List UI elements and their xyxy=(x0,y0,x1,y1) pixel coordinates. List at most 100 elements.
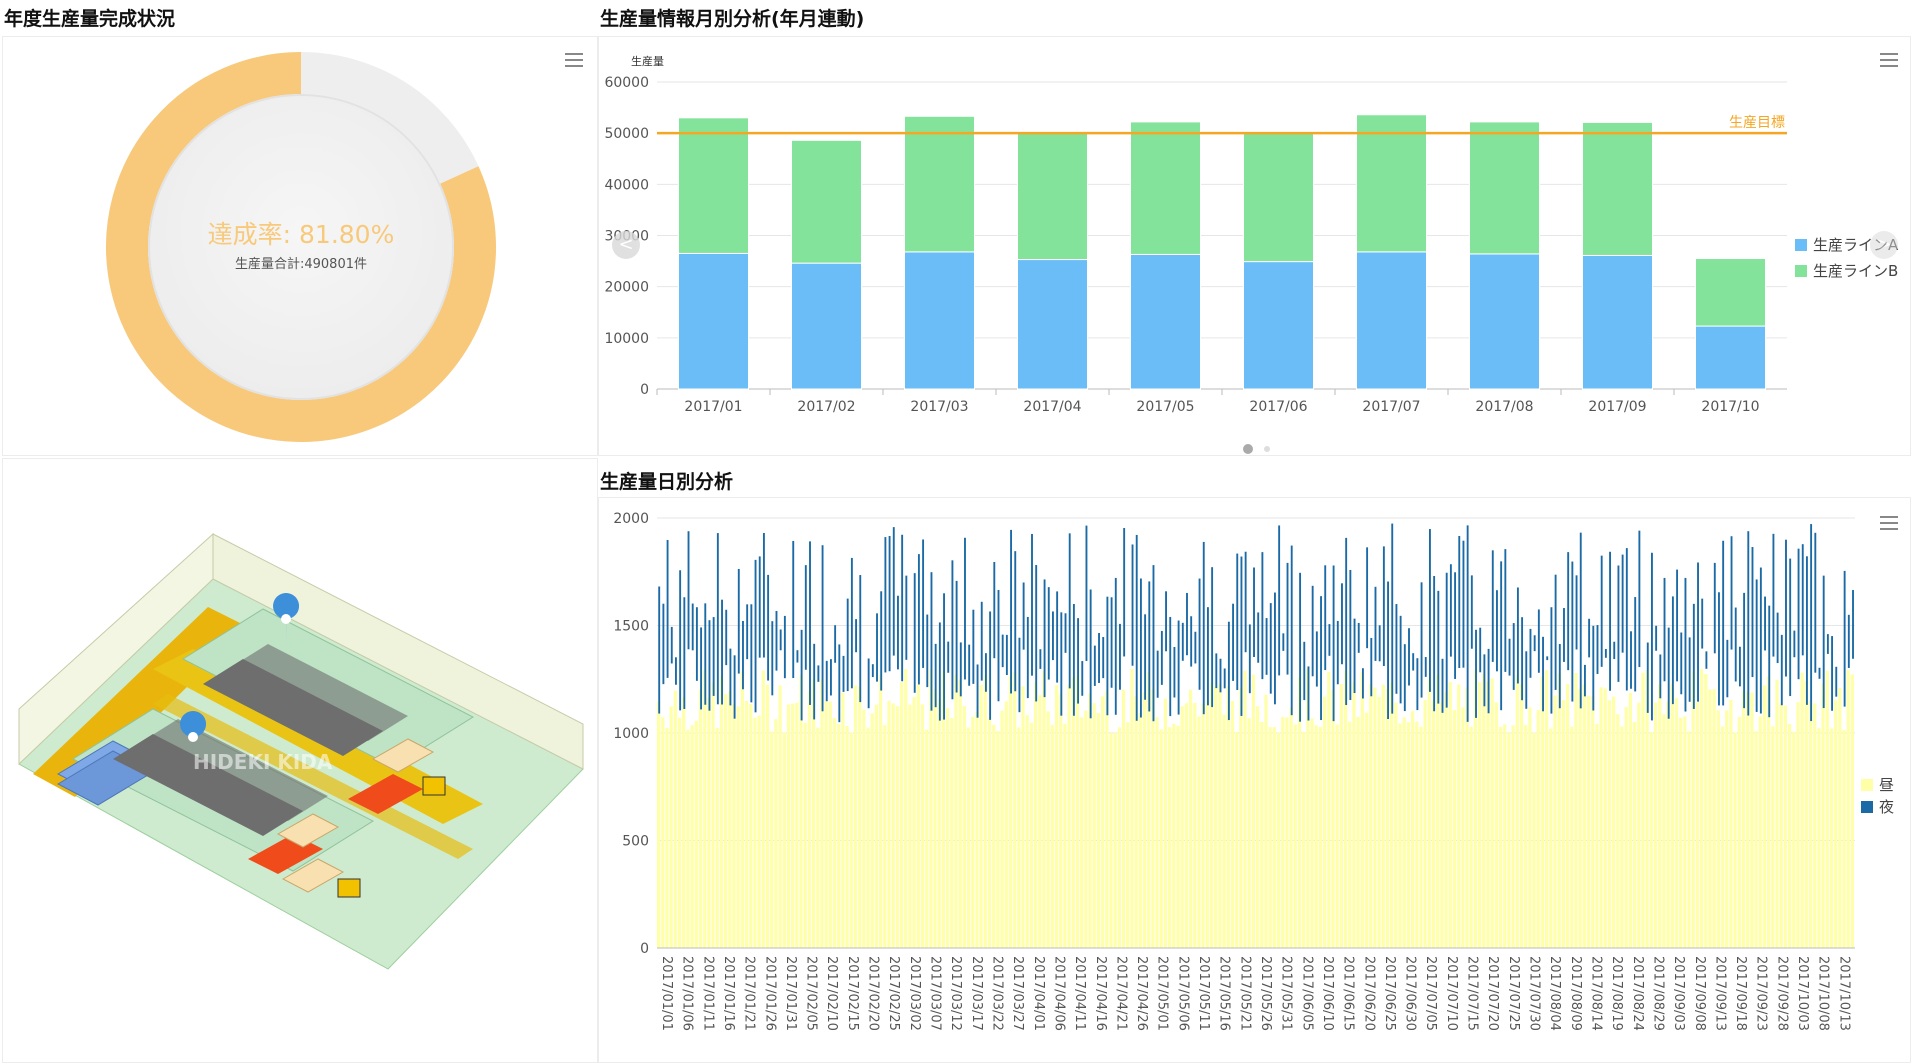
daily-night-bar[interactable] xyxy=(1512,623,1515,690)
daily-day-bar[interactable] xyxy=(1612,696,1616,948)
daily-day-bar[interactable] xyxy=(1193,703,1197,948)
daily-night-bar[interactable] xyxy=(859,575,862,703)
daily-night-bar[interactable] xyxy=(1156,650,1159,698)
daily-night-bar[interactable] xyxy=(1085,525,1088,661)
daily-day-bar[interactable] xyxy=(925,729,929,948)
daily-day-bar[interactable] xyxy=(1134,696,1138,948)
daily-night-bar[interactable] xyxy=(1395,604,1398,694)
daily-night-bar[interactable] xyxy=(1366,547,1369,649)
monthly-bar-line-b[interactable] xyxy=(791,139,862,264)
daily-day-bar[interactable] xyxy=(694,720,698,948)
daily-night-bar[interactable] xyxy=(1387,581,1389,720)
daily-night-bar[interactable] xyxy=(1139,578,1142,718)
daily-day-bar[interactable] xyxy=(1787,723,1792,948)
daily-day-bar[interactable] xyxy=(1172,723,1176,948)
daily-day-bar[interactable] xyxy=(1369,683,1373,948)
daily-day-bar[interactable] xyxy=(1126,722,1130,948)
daily-night-bar[interactable] xyxy=(1278,525,1281,676)
daily-night-bar[interactable] xyxy=(1759,567,1762,714)
daily-day-bar[interactable] xyxy=(1113,732,1117,948)
daily-night-bar[interactable] xyxy=(1219,658,1222,693)
daily-day-bar[interactable] xyxy=(962,706,966,948)
daily-night-bar[interactable] xyxy=(687,531,690,650)
daily-day-bar[interactable] xyxy=(1553,695,1557,948)
daily-day-bar[interactable] xyxy=(1314,725,1318,948)
daily-day-bar[interactable] xyxy=(690,725,694,948)
daily-night-bar[interactable] xyxy=(746,604,749,660)
daily-night-bar[interactable] xyxy=(1341,583,1343,665)
monthly-next-button[interactable]: > xyxy=(1870,231,1898,259)
daily-day-bar[interactable] xyxy=(1394,702,1398,948)
daily-night-bar[interactable] xyxy=(1144,614,1147,700)
daily-day-bar[interactable] xyxy=(703,669,707,948)
daily-night-bar[interactable] xyxy=(1487,648,1490,714)
daily-night-bar[interactable] xyxy=(721,599,723,705)
daily-day-bar[interactable] xyxy=(1360,671,1364,948)
daily-night-bar[interactable] xyxy=(1445,572,1448,708)
daily-day-bar[interactable] xyxy=(1674,697,1679,948)
daily-night-bar[interactable] xyxy=(1391,523,1394,714)
daily-night-bar[interactable] xyxy=(1500,561,1503,711)
completion-menu-icon[interactable] xyxy=(565,53,583,67)
daily-day-bar[interactable] xyxy=(1595,723,1599,948)
daily-day-bar[interactable] xyxy=(1662,714,1666,948)
daily-night-bar[interactable] xyxy=(1202,541,1205,715)
daily-night-bar[interactable] xyxy=(1399,615,1402,704)
daily-night-bar[interactable] xyxy=(1303,641,1306,701)
daily-day-bar[interactable] xyxy=(1591,696,1595,948)
daily-day-bar[interactable] xyxy=(1762,685,1767,948)
daily-day-bar[interactable] xyxy=(1737,716,1741,948)
daily-day-bar[interactable] xyxy=(1825,670,1829,948)
daily-day-bar[interactable] xyxy=(673,690,677,948)
daily-day-bar[interactable] xyxy=(1163,698,1168,948)
daily-day-bar[interactable] xyxy=(987,718,992,948)
daily-night-bar[interactable] xyxy=(1831,636,1834,711)
daily-day-bar[interactable] xyxy=(1121,689,1126,948)
daily-night-bar[interactable] xyxy=(1110,597,1113,688)
daily-day-bar[interactable] xyxy=(1230,700,1235,948)
daily-night-bar[interactable] xyxy=(834,625,837,663)
monthly-bar-line-b[interactable] xyxy=(1243,132,1314,263)
daily-night-bar[interactable] xyxy=(897,595,899,670)
daily-night-bar[interactable] xyxy=(1332,565,1335,722)
daily-night-bar[interactable] xyxy=(1705,651,1708,669)
monthly-prev-button[interactable]: < xyxy=(612,231,640,259)
daily-day-bar[interactable] xyxy=(866,727,870,948)
daily-night-bar[interactable] xyxy=(1361,668,1364,699)
daily-night-bar[interactable] xyxy=(1738,646,1741,687)
daily-day-bar[interactable] xyxy=(1222,714,1226,948)
daily-night-bar[interactable] xyxy=(959,642,962,697)
daily-day-bar[interactable] xyxy=(1038,695,1042,948)
monthly-legend-swatch[interactable] xyxy=(1795,239,1807,251)
daily-night-bar[interactable] xyxy=(880,591,883,691)
daily-night-bar[interactable] xyxy=(1131,544,1134,666)
daily-night-bar[interactable] xyxy=(1428,529,1431,692)
daily-night-bar[interactable] xyxy=(1609,551,1612,691)
daily-day-bar[interactable] xyxy=(1461,707,1465,948)
daily-day-bar[interactable] xyxy=(1013,671,1017,948)
daily-day-bar[interactable] xyxy=(1377,696,1381,948)
daily-day-bar[interactable] xyxy=(719,675,724,948)
daily-day-bar[interactable] xyxy=(1063,723,1067,948)
daily-day-bar[interactable] xyxy=(1335,724,1339,948)
daily-night-bar[interactable] xyxy=(1047,587,1050,680)
daily-day-bar[interactable] xyxy=(1025,715,1029,948)
daily-night-bar[interactable] xyxy=(1475,629,1477,718)
daily-day-bar[interactable] xyxy=(1180,706,1184,948)
daily-day-bar[interactable] xyxy=(1565,683,1570,948)
daily-day-bar[interactable] xyxy=(1318,727,1323,948)
daily-night-bar[interactable] xyxy=(984,653,987,692)
daily-day-bar[interactable] xyxy=(1850,674,1854,948)
daily-day-bar[interactable] xyxy=(1327,671,1331,948)
daily-day-bar[interactable] xyxy=(686,729,690,948)
daily-night-bar[interactable] xyxy=(1554,574,1557,690)
daily-night-bar[interactable] xyxy=(1780,634,1783,706)
daily-day-bar[interactable] xyxy=(904,669,908,948)
daily-day-bar[interactable] xyxy=(1733,732,1737,948)
daily-day-bar[interactable] xyxy=(966,727,971,948)
daily-day-bar[interactable] xyxy=(983,674,987,948)
daily-day-bar[interactable] xyxy=(874,704,879,948)
daily-day-bar[interactable] xyxy=(1641,672,1645,948)
daily-night-bar[interactable] xyxy=(1504,549,1507,672)
daily-day-bar[interactable] xyxy=(1096,713,1101,948)
